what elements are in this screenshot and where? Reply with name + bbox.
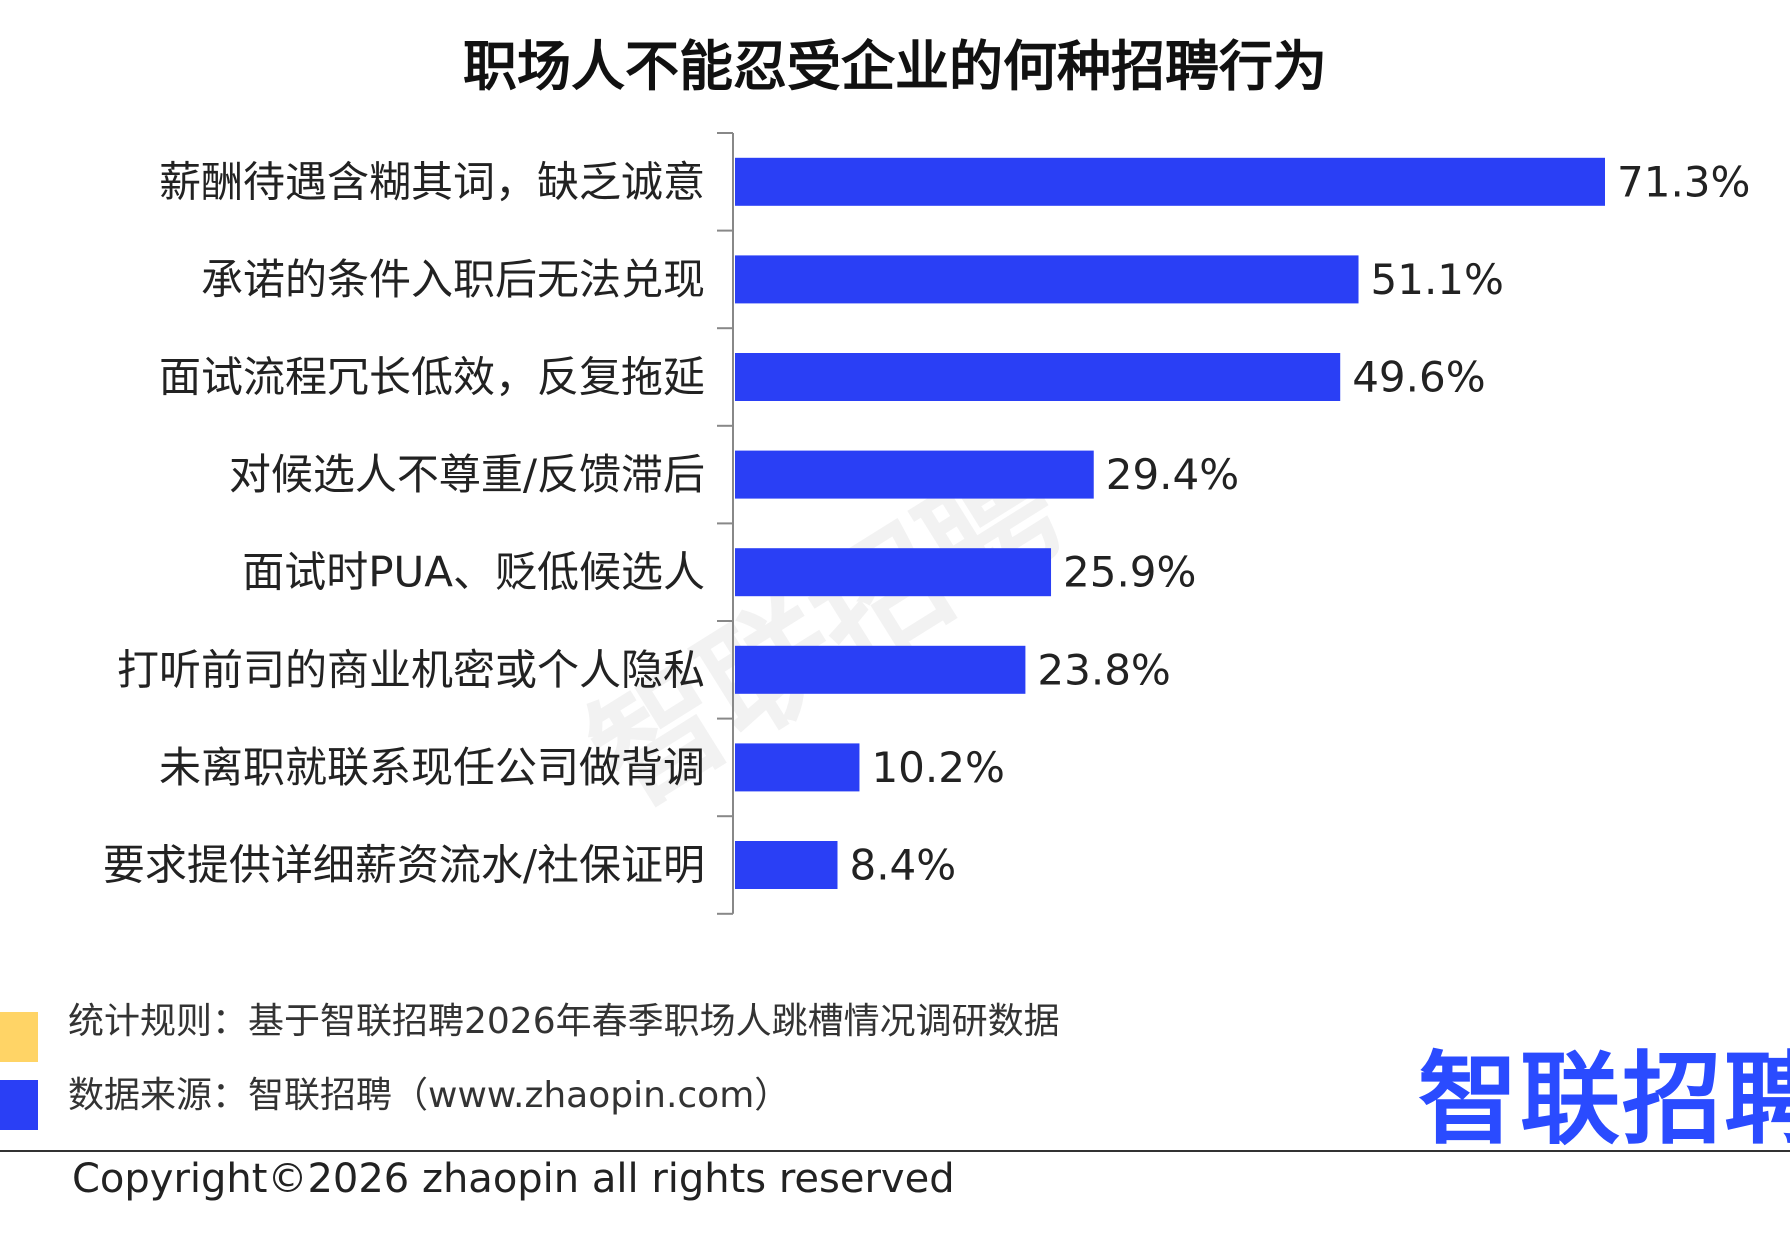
- zhaopin-logo: 智联招聘: [1418, 1041, 1790, 1158]
- note-marker-source: [0, 1080, 38, 1130]
- footer-divider: [0, 1150, 1790, 1152]
- bar-8: [735, 841, 838, 889]
- copyright-text: Copyright©2026 zhaopin all rights reserv…: [72, 1156, 955, 1202]
- category-label-1: 薪酬待遇含糊其词，缺乏诚意: [159, 157, 705, 206]
- bar-1: [735, 157, 1605, 206]
- bar-6: [735, 645, 1026, 694]
- category-label-5: 面试时PUA、贬低候选人: [242, 548, 705, 597]
- note-marker-rules: [0, 1012, 38, 1062]
- value-label-2: 51.1%: [1371, 255, 1504, 304]
- category-label-4: 对候选人不尊重/反馈滞后: [229, 450, 705, 499]
- bar-4: [735, 450, 1094, 499]
- value-label-7: 10.2%: [871, 743, 1004, 792]
- chart-title: 职场人不能忍受企业的何种招聘行为: [463, 35, 1327, 98]
- value-label-6: 23.8%: [1037, 645, 1170, 694]
- category-label-2: 承诺的条件入职后无法兑现: [201, 255, 705, 304]
- bar-3: [735, 353, 1341, 401]
- bar-chart: 薪酬待遇含糊其词，缺乏诚意 71.3% 承诺的条件入职后无法兑现 51.1% 面试流程冗…: [103, 132, 1750, 915]
- category-label-6: 打听前司的商业机密或个人隐私: [117, 645, 705, 694]
- bar-2: [735, 255, 1359, 304]
- value-label-3: 49.6%: [1352, 353, 1485, 402]
- value-label-1: 71.3%: [1617, 157, 1750, 206]
- category-label-8: 要求提供详细薪资流水/社保证明: [103, 841, 705, 890]
- value-label-4: 29.4%: [1106, 450, 1239, 499]
- bar-7: [735, 743, 860, 792]
- value-label-8: 8.4%: [849, 841, 956, 890]
- value-label-5: 25.9%: [1063, 548, 1196, 597]
- category-label-3: 面试流程冗长低效，反复拖延: [159, 353, 705, 402]
- note-source: 数据来源：智联招聘（www.zhaopin.com）: [68, 1075, 791, 1116]
- bar-5: [735, 548, 1052, 597]
- category-label-7: 未离职就联系现任公司做背调: [159, 743, 705, 792]
- note-rules: 统计规则：基于智联招聘2026年春季职场人跳槽情况调研数据: [68, 1001, 1060, 1042]
